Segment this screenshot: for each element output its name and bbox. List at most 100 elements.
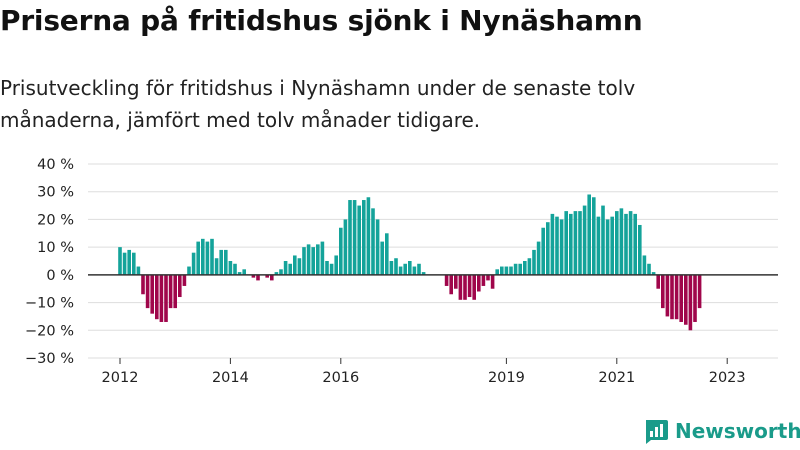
bar (665, 274, 670, 317)
bar (389, 261, 394, 275)
bar (394, 258, 398, 275)
bar (182, 274, 187, 286)
bar (403, 263, 407, 275)
bar (697, 274, 702, 309)
bar (316, 244, 320, 275)
bar (325, 261, 329, 275)
bar (224, 249, 228, 275)
bar (656, 274, 660, 289)
bar (472, 274, 476, 300)
bar (191, 252, 196, 275)
gridlines (88, 163, 778, 359)
bar (201, 238, 205, 275)
bar (302, 247, 306, 275)
bar (293, 255, 297, 275)
bars (118, 194, 702, 331)
bar (265, 274, 269, 278)
bar (122, 252, 127, 275)
bar (449, 274, 453, 295)
bar-chart: 40 % 30 % 20 % 10 % 0 % −10 % −20 % −30 % 2012 2… (25, 157, 778, 386)
bar (596, 216, 601, 275)
bar (339, 227, 343, 275)
bar (601, 205, 605, 275)
bar (343, 219, 348, 275)
bar (132, 252, 136, 275)
bar (311, 247, 315, 275)
bar (628, 211, 633, 275)
newsworthy-logo-icon (646, 420, 668, 444)
bar (624, 213, 628, 275)
y-tick-label: 20 % (37, 212, 74, 228)
bar (513, 263, 518, 275)
bar (546, 222, 550, 275)
newsworthy-logo: Newsworthy (643, 418, 800, 444)
bar (362, 200, 366, 275)
bar (219, 249, 223, 275)
bar (155, 274, 159, 320)
bar (610, 216, 614, 275)
bar (444, 274, 449, 286)
bar (141, 274, 145, 295)
bar (679, 274, 683, 322)
bar (408, 261, 412, 275)
bar (495, 269, 499, 275)
bar (509, 266, 513, 275)
y-tick-label: −20 % (25, 323, 74, 339)
bar (651, 272, 656, 275)
y-tick-label: −10 % (25, 296, 74, 312)
x-tick-label: 2012 (102, 370, 139, 386)
y-tick-label: −30 % (25, 351, 74, 367)
bar (578, 211, 582, 275)
bar (417, 263, 421, 275)
bar (329, 263, 334, 275)
x-tick-label: 2021 (598, 370, 635, 386)
bar (127, 249, 131, 275)
bar (288, 263, 292, 275)
bar (210, 238, 214, 275)
bar (550, 213, 555, 275)
bar (670, 274, 674, 320)
bar (532, 249, 536, 275)
bar (237, 272, 242, 275)
bar (458, 274, 463, 300)
bar (371, 208, 375, 275)
bar (334, 255, 338, 275)
bar (587, 194, 591, 275)
bar (256, 274, 260, 281)
y-tick-label: 0 % (46, 268, 74, 284)
bar (357, 205, 361, 275)
bar (274, 272, 279, 275)
bar (283, 261, 288, 275)
bar (527, 258, 532, 275)
bar (573, 211, 578, 275)
bar (385, 233, 389, 275)
bar (486, 274, 490, 281)
bar (375, 219, 380, 275)
bar (661, 274, 665, 309)
y-axis-ticks: 40 % 30 % 20 % 10 % 0 % −10 % −20 % −30 % (25, 157, 74, 367)
bar (159, 274, 164, 322)
bar (187, 266, 191, 275)
bar (518, 263, 522, 275)
y-tick-label: 40 % (37, 157, 74, 173)
bar (454, 274, 458, 289)
bar (233, 263, 237, 275)
chart-subtitle: Prisutveckling för fritidshus i Nynäsham… (0, 76, 636, 132)
bar (500, 266, 504, 275)
bar (555, 216, 559, 275)
bar (619, 208, 624, 275)
bar (463, 274, 467, 300)
x-tick-label: 2016 (322, 370, 359, 386)
x-axis-ticks: 2012201420162019202120232025 (102, 358, 746, 386)
bar (536, 241, 541, 275)
bar (320, 241, 325, 275)
bar (196, 241, 200, 275)
bar (467, 274, 472, 298)
bar (205, 241, 210, 275)
bar (477, 274, 481, 292)
brand-name: Newsworthy (675, 419, 800, 443)
bar (481, 274, 486, 286)
x-tick-label: 2019 (488, 370, 525, 386)
bar (633, 213, 637, 275)
x-tick-label: 2023 (709, 370, 746, 386)
